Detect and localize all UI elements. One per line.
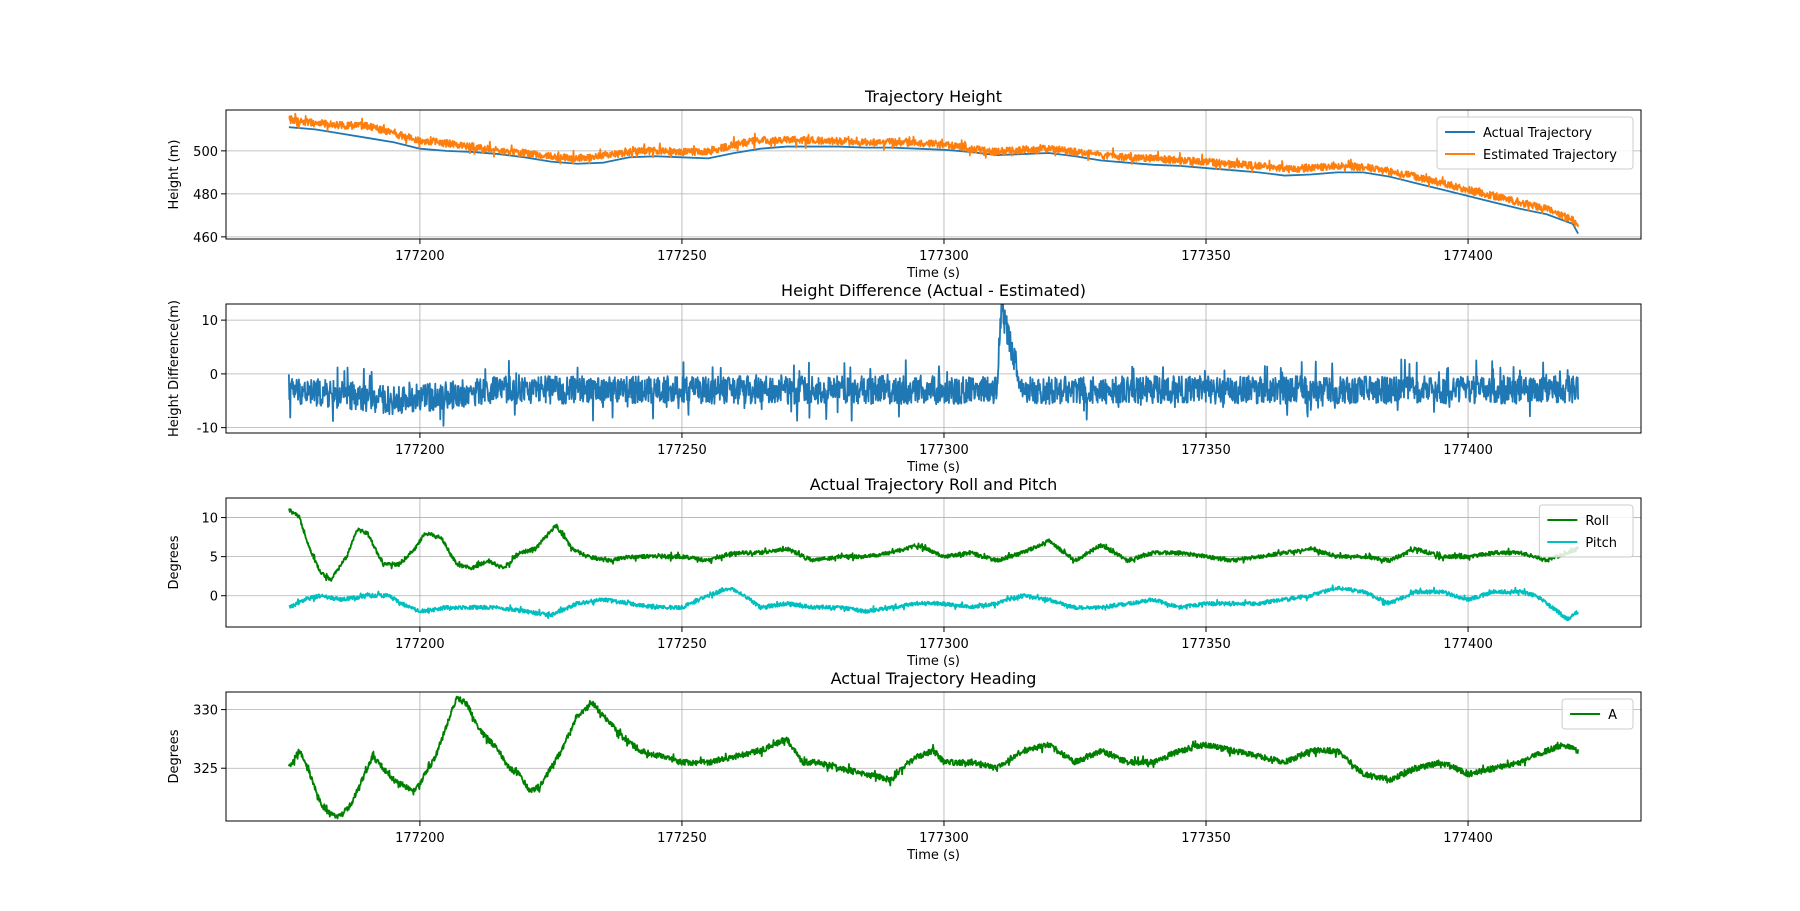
chart-title: Actual Trajectory Heading <box>831 669 1037 688</box>
x-tick-label: 177300 <box>919 443 969 458</box>
legend-box <box>1538 504 1634 558</box>
axes-frame <box>225 109 1642 240</box>
legend-box <box>1436 116 1634 170</box>
legend: Roll Pitch <box>1538 504 1634 558</box>
x-tick-label: 177350 <box>1181 831 1231 846</box>
y-tick-label: 325 <box>193 762 218 777</box>
x-axis-label: Time (s) <box>906 460 960 475</box>
x-tick-label: 177200 <box>395 831 445 846</box>
y-tick-label: -10 <box>197 422 218 437</box>
x-tick-label: 177350 <box>1181 637 1231 652</box>
series-line-a <box>288 695 1580 820</box>
x-tick-label: 177300 <box>919 249 969 264</box>
x-axis-label: Time (s) <box>906 848 960 863</box>
x-tick-label: 177250 <box>657 249 707 264</box>
y-axis-label: Degrees <box>167 535 182 589</box>
x-tick-label: 177250 <box>657 831 707 846</box>
legend-label: Estimated Trajectory <box>1483 148 1617 163</box>
chart-4: 177200 177250 177300 177350 177400 325 330 Actu… <box>167 669 1642 863</box>
x-tick-label: 177200 <box>395 443 445 458</box>
x-axis-label: Time (s) <box>906 654 960 669</box>
y-tick-label: 480 <box>193 188 218 203</box>
chart-title: Height Difference (Actual - Estimated) <box>781 281 1086 300</box>
legend-label: Roll <box>1585 514 1609 529</box>
legend-label: Actual Trajectory <box>1483 126 1592 141</box>
y-tick-label: 0 <box>210 368 218 383</box>
axes-frame <box>225 303 1642 434</box>
chart-title: Actual Trajectory Roll and Pitch <box>810 475 1058 494</box>
x-tick-label: 177300 <box>919 637 969 652</box>
x-tick-label: 177200 <box>395 249 445 264</box>
chart-title: Trajectory Height <box>864 87 1002 106</box>
chart-3: 177200 177250 177300 177350 177400 0 5 10 Actual… <box>167 475 1642 669</box>
y-tick-label: 460 <box>193 231 218 246</box>
x-tick-label: 177250 <box>657 637 707 652</box>
x-tick-label: 177400 <box>1443 637 1493 652</box>
y-tick-label: 0 <box>210 590 218 605</box>
axes-frame <box>225 497 1642 628</box>
x-tick-label: 177350 <box>1181 249 1231 264</box>
y-tick-label: 330 <box>193 704 218 719</box>
y-tick-label: 10 <box>201 314 218 329</box>
x-tick-label: 177400 <box>1443 249 1493 264</box>
x-tick-label: 177400 <box>1443 831 1493 846</box>
series-line-roll <box>288 508 1579 582</box>
x-tick-label: 177350 <box>1181 443 1231 458</box>
legend: A <box>1561 698 1634 730</box>
series-line-actual-trajectory <box>288 126 1579 235</box>
chart-2: 177200 177250 177300 177350 177400 -10 0 10 Heig… <box>167 281 1642 475</box>
x-tick-label: 177250 <box>657 443 707 458</box>
x-tick-label: 177300 <box>919 831 969 846</box>
series-line-estimated-trajectory <box>288 112 1579 228</box>
y-tick-label: 10 <box>201 512 218 527</box>
axes-frame <box>225 691 1642 822</box>
y-axis-label: Height (m) <box>167 140 182 210</box>
legend-label: Pitch <box>1585 536 1617 551</box>
x-axis-label: Time (s) <box>906 266 960 281</box>
series-line-height-difference <box>287 304 1580 427</box>
y-axis-label: Height Difference(m) <box>167 300 182 437</box>
x-tick-label: 177200 <box>395 637 445 652</box>
legend: Actual Trajectory Estimated Trajectory <box>1436 116 1634 170</box>
y-tick-label: 5 <box>210 551 218 566</box>
chart-1: 177200 177250 177300 177350 177400 460 480 500 T… <box>167 87 1642 281</box>
x-tick-label: 177400 <box>1443 443 1493 458</box>
legend-label: A <box>1608 708 1617 723</box>
y-axis-label: Degrees <box>167 729 182 783</box>
series-line-pitch <box>288 584 1579 622</box>
y-tick-label: 500 <box>193 145 218 160</box>
